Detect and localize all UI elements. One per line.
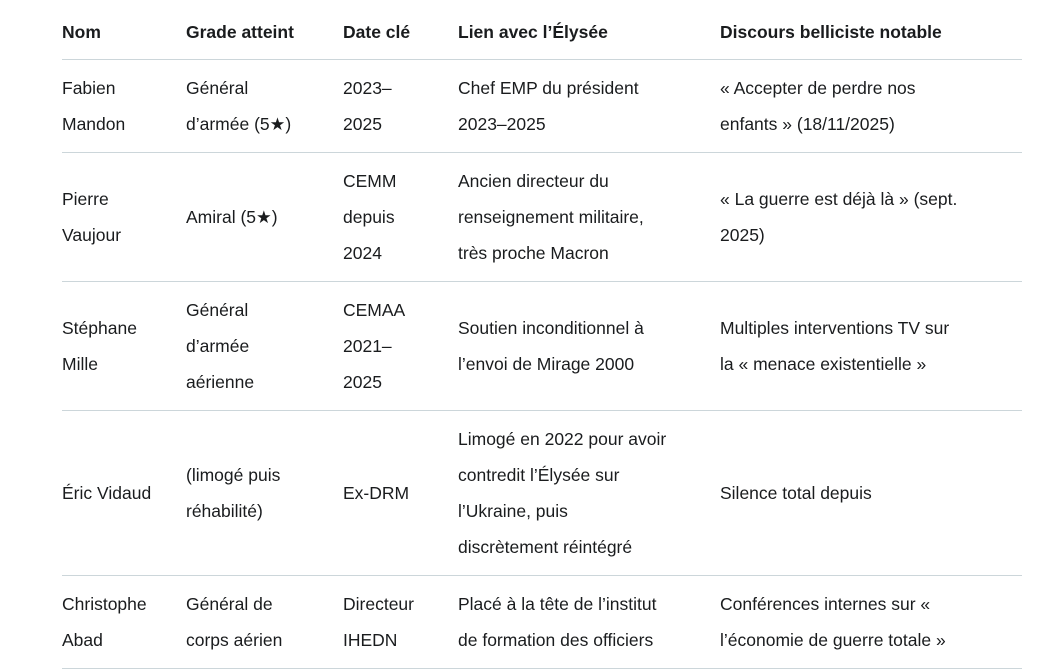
cell-nom: Pierre Vaujour — [62, 152, 186, 282]
cell-grade: Amiral (5★) — [186, 152, 343, 282]
military-officials-table-container: Nom Grade atteint Date clé Lien avec l’É… — [62, 6, 1022, 669]
cell-discours: « La guerre est déjà là » (sept. 2025) — [720, 152, 1022, 282]
table-row: Christophe Abad Général de corps aérien … — [62, 575, 1022, 669]
table-body: Fabien Mandon Général d’armée (5★) 2023–… — [62, 59, 1022, 669]
cell-grade: Général d’armée aérienne — [186, 281, 343, 411]
cell-discours: Silence total depuis — [720, 410, 1022, 576]
cell-discours: Multiples interventions TV sur la « mena… — [720, 281, 1022, 411]
table-row: Stéphane Mille Général d’armée aérienne … — [62, 281, 1022, 411]
column-header-date: Date clé — [343, 6, 458, 60]
cell-date: 2023– 2025 — [343, 59, 458, 153]
cell-nom: Éric Vidaud — [62, 410, 186, 576]
cell-lien: Chef EMP du président 2023–2025 — [458, 59, 720, 153]
cell-nom: Fabien Mandon — [62, 59, 186, 153]
header-row: Nom Grade atteint Date clé Lien avec l’É… — [62, 6, 1022, 60]
military-officials-table: Nom Grade atteint Date clé Lien avec l’É… — [62, 6, 1022, 669]
cell-grade: (limogé puis réhabilité) — [186, 410, 343, 576]
column-header-nom: Nom — [62, 6, 186, 60]
cell-nom: Stéphane Mille — [62, 281, 186, 411]
table-row: Fabien Mandon Général d’armée (5★) 2023–… — [62, 59, 1022, 153]
cell-lien: Placé à la tête de l’institut de formati… — [458, 575, 720, 669]
cell-discours: « Accepter de perdre nos enfants » (18/1… — [720, 59, 1022, 153]
cell-date: Directeur IHEDN — [343, 575, 458, 669]
table-header: Nom Grade atteint Date clé Lien avec l’É… — [62, 6, 1022, 60]
cell-date: Ex-DRM — [343, 410, 458, 576]
cell-grade: Général d’armée (5★) — [186, 59, 343, 153]
column-header-discours: Discours belliciste notable — [720, 6, 1022, 60]
column-header-lien: Lien avec l’Élysée — [458, 6, 720, 60]
cell-lien: Limogé en 2022 pour avoir contredit l’Él… — [458, 410, 720, 576]
cell-grade: Général de corps aérien — [186, 575, 343, 669]
column-header-grade: Grade atteint — [186, 6, 343, 60]
table-row: Pierre Vaujour Amiral (5★) CEMM depuis 2… — [62, 152, 1022, 282]
cell-discours: Conférences internes sur « l’économie de… — [720, 575, 1022, 669]
table-row: Éric Vidaud (limogé puis réhabilité) Ex-… — [62, 410, 1022, 576]
cell-lien: Soutien inconditionnel à l’envoi de Mira… — [458, 281, 720, 411]
cell-nom: Christophe Abad — [62, 575, 186, 669]
cell-lien: Ancien directeur du renseignement milita… — [458, 152, 720, 282]
cell-date: CEMM depuis 2024 — [343, 152, 458, 282]
cell-date: CEMAA 2021– 2025 — [343, 281, 458, 411]
